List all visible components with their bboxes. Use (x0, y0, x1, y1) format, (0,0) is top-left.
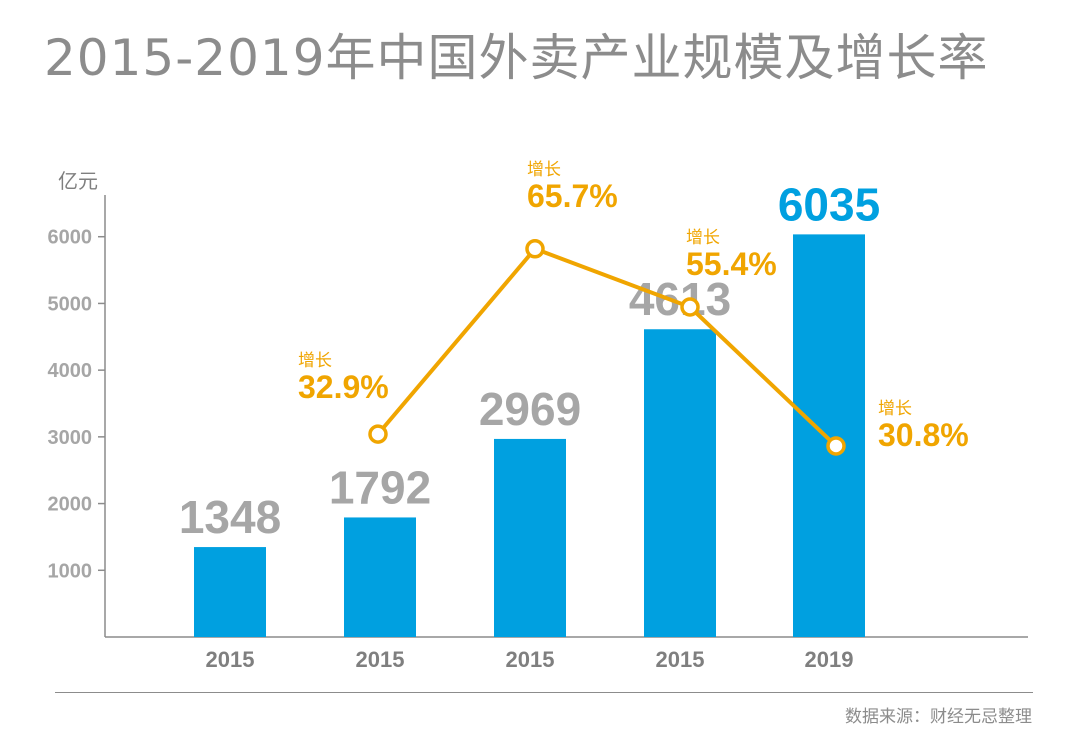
footer-rule (55, 692, 1033, 693)
y-tick-label: 5000 (48, 293, 93, 315)
y-tick-label: 3000 (48, 427, 93, 449)
y-tick-label: 4000 (48, 360, 93, 382)
bar (644, 329, 716, 637)
source-note: 数据来源：财经无忌整理 (845, 707, 1032, 727)
x-tick-label: 2015 (656, 647, 705, 672)
growth-rate-point (826, 436, 846, 456)
growth-rate-label: 55.4% (686, 246, 777, 282)
x-tick-label: 2015 (356, 647, 405, 672)
bar-value-label: 4613 (629, 273, 731, 325)
bar-value-label: 6035 (778, 178, 880, 230)
growth-rate-label: 65.7% (527, 178, 618, 214)
bar-value-label: 1792 (329, 461, 431, 513)
growth-rate-line (376, 246, 838, 448)
x-tick-label: 2015 (206, 647, 255, 672)
x-tick-label: 2019 (805, 647, 854, 672)
bar (494, 438, 566, 637)
growth-rate-prefix: 增长 (686, 228, 720, 248)
growth-rate-label: 30.8% (878, 417, 969, 453)
y-tick-label: 1000 (48, 560, 93, 582)
bar (194, 547, 266, 637)
y-tick-label: 2000 (48, 494, 93, 516)
bar-value-label: 1348 (179, 491, 281, 543)
bar-value-label: 2969 (479, 383, 581, 435)
growth-rate-label: 32.9% (298, 369, 389, 405)
y-axis-unit: 亿元 (58, 169, 98, 193)
growth-rate-prefix: 增长 (878, 399, 912, 419)
growth-rate-point (368, 424, 388, 444)
growth-rate-prefix: 增长 (298, 351, 332, 371)
bar (793, 234, 865, 638)
growth-rate-point (525, 239, 545, 259)
growth-rate-point (680, 297, 700, 317)
y-tick-label: 6000 (48, 227, 93, 249)
growth-rate-prefix: 增长 (527, 160, 561, 180)
bar (344, 517, 416, 637)
x-tick-label: 2015 (506, 647, 555, 672)
chart-title: 2015-2019年中国外卖产业规模及增长率 (44, 29, 989, 87)
